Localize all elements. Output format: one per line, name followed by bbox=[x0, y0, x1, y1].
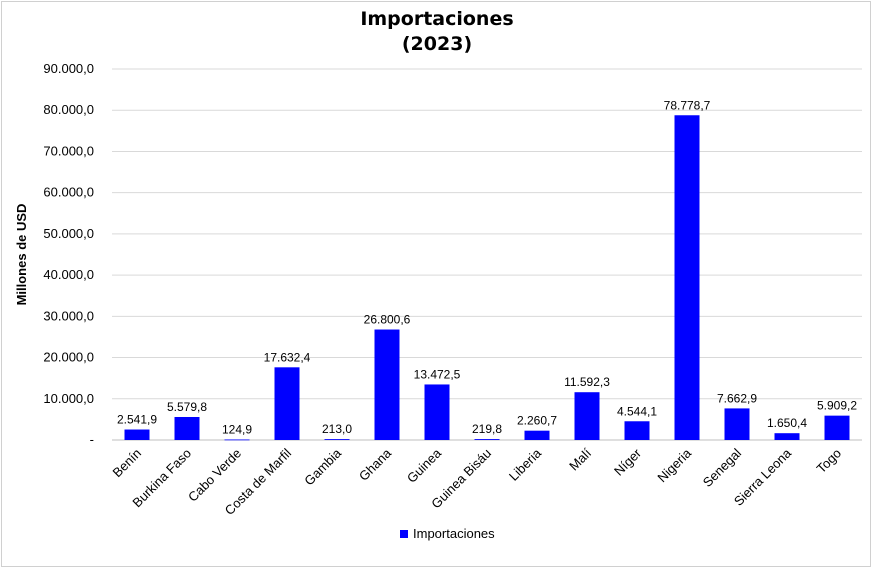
data-label: 4.544,1 bbox=[617, 404, 657, 418]
bar bbox=[524, 430, 550, 440]
y-tick-label: 90.000,0 bbox=[43, 61, 94, 76]
legend-swatch bbox=[400, 529, 408, 538]
bar bbox=[574, 392, 600, 440]
x-tick-label: Gambia bbox=[301, 445, 344, 488]
x-tick-label: Ghana bbox=[356, 445, 395, 484]
data-label: 124,9 bbox=[222, 422, 252, 436]
data-label: 1.650,4 bbox=[767, 416, 807, 430]
data-label: 26.800,6 bbox=[364, 313, 411, 327]
bar bbox=[674, 115, 700, 441]
bar bbox=[824, 415, 850, 440]
chart-title: Importaciones bbox=[360, 8, 514, 30]
y-tick-label: 50.000,0 bbox=[43, 226, 94, 241]
y-tick-label: 20.000,0 bbox=[43, 350, 94, 365]
legend-label: Importaciones bbox=[413, 526, 495, 541]
data-label: 219,8 bbox=[472, 422, 502, 436]
data-label: 2.541,9 bbox=[117, 413, 157, 427]
bar bbox=[774, 433, 800, 440]
data-label: 213,0 bbox=[322, 422, 352, 436]
bar bbox=[424, 384, 450, 440]
x-tick-label: Togo bbox=[814, 446, 845, 477]
chart-legend: Importaciones bbox=[400, 526, 495, 541]
bar bbox=[324, 439, 350, 440]
y-tick-label: 60.000,0 bbox=[43, 185, 94, 200]
bar bbox=[474, 439, 500, 440]
data-label: 17.632,4 bbox=[264, 350, 311, 364]
data-label: 5.909,2 bbox=[817, 399, 857, 413]
chart-subtitle: (2023) bbox=[401, 33, 473, 55]
x-tick-label: Malí bbox=[566, 445, 594, 473]
y-tick-label: 10.000,0 bbox=[43, 391, 94, 406]
bar bbox=[274, 367, 300, 440]
bar bbox=[374, 329, 400, 440]
x-tick-label: Níger bbox=[611, 445, 645, 479]
bar bbox=[124, 429, 150, 440]
data-label: 7.662,9 bbox=[717, 391, 757, 405]
y-tick-label: 80.000,0 bbox=[43, 102, 94, 117]
data-label: 2.260,7 bbox=[517, 414, 557, 428]
y-axis-title: Millones de USD bbox=[14, 204, 29, 306]
bar bbox=[724, 408, 750, 440]
data-label: 5.579,8 bbox=[167, 400, 207, 414]
bar bbox=[624, 421, 650, 440]
x-tick-label: Senegal bbox=[700, 445, 744, 489]
data-label: 11.592,3 bbox=[564, 375, 610, 389]
x-tick-label: Nigeria bbox=[654, 445, 694, 485]
bar bbox=[174, 416, 200, 440]
bar bbox=[224, 439, 250, 441]
x-tick-label: Liberia bbox=[506, 445, 545, 484]
y-tick-label: 30.000,0 bbox=[43, 308, 94, 323]
data-label: 13.472,5 bbox=[414, 367, 461, 381]
y-tick-label: 70.000,0 bbox=[43, 143, 94, 158]
y-tick-label: 40.000,0 bbox=[43, 267, 94, 282]
x-tick-label: Guinea bbox=[404, 445, 445, 486]
data-label: 78.778,7 bbox=[664, 98, 711, 112]
x-tick-label: Benín bbox=[109, 446, 144, 481]
y-tick-label: - bbox=[90, 432, 94, 447]
